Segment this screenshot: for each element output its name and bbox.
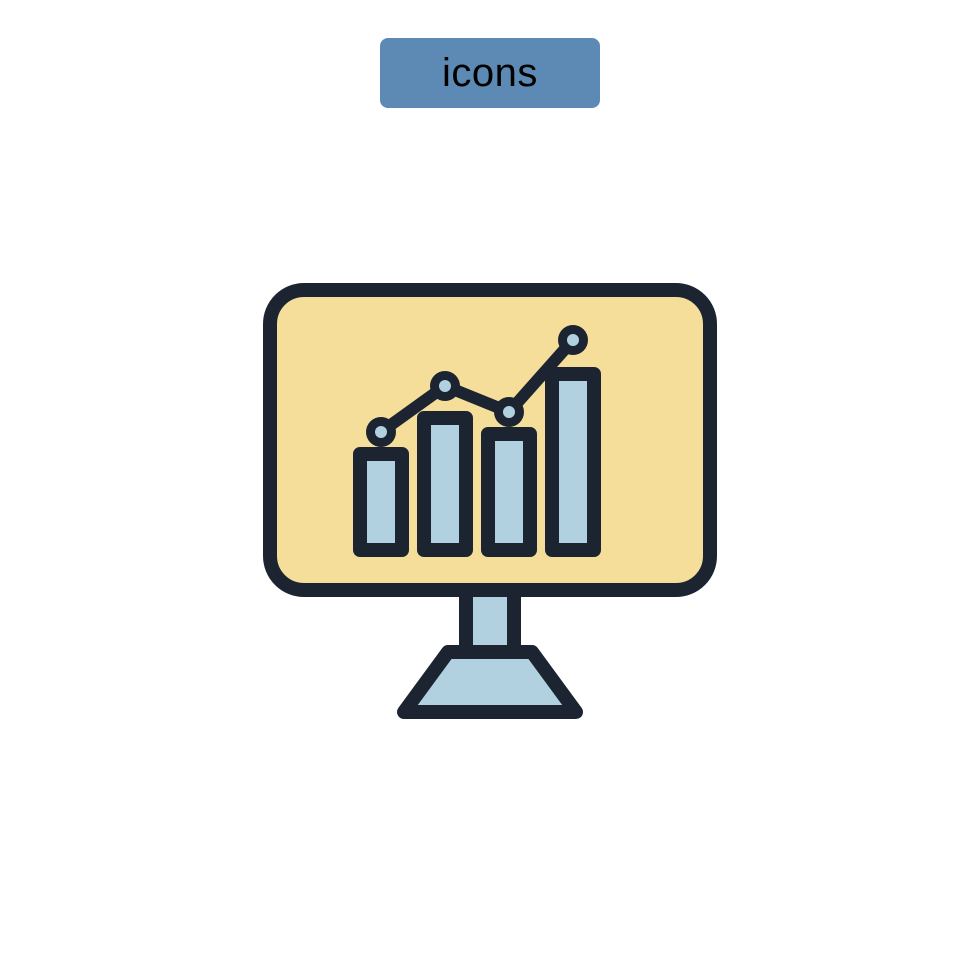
analytics-monitor-icon: [240, 270, 740, 770]
label-text: icons: [442, 51, 538, 96]
label-badge: icons: [380, 38, 600, 108]
analytics-monitor-svg: [240, 270, 740, 770]
